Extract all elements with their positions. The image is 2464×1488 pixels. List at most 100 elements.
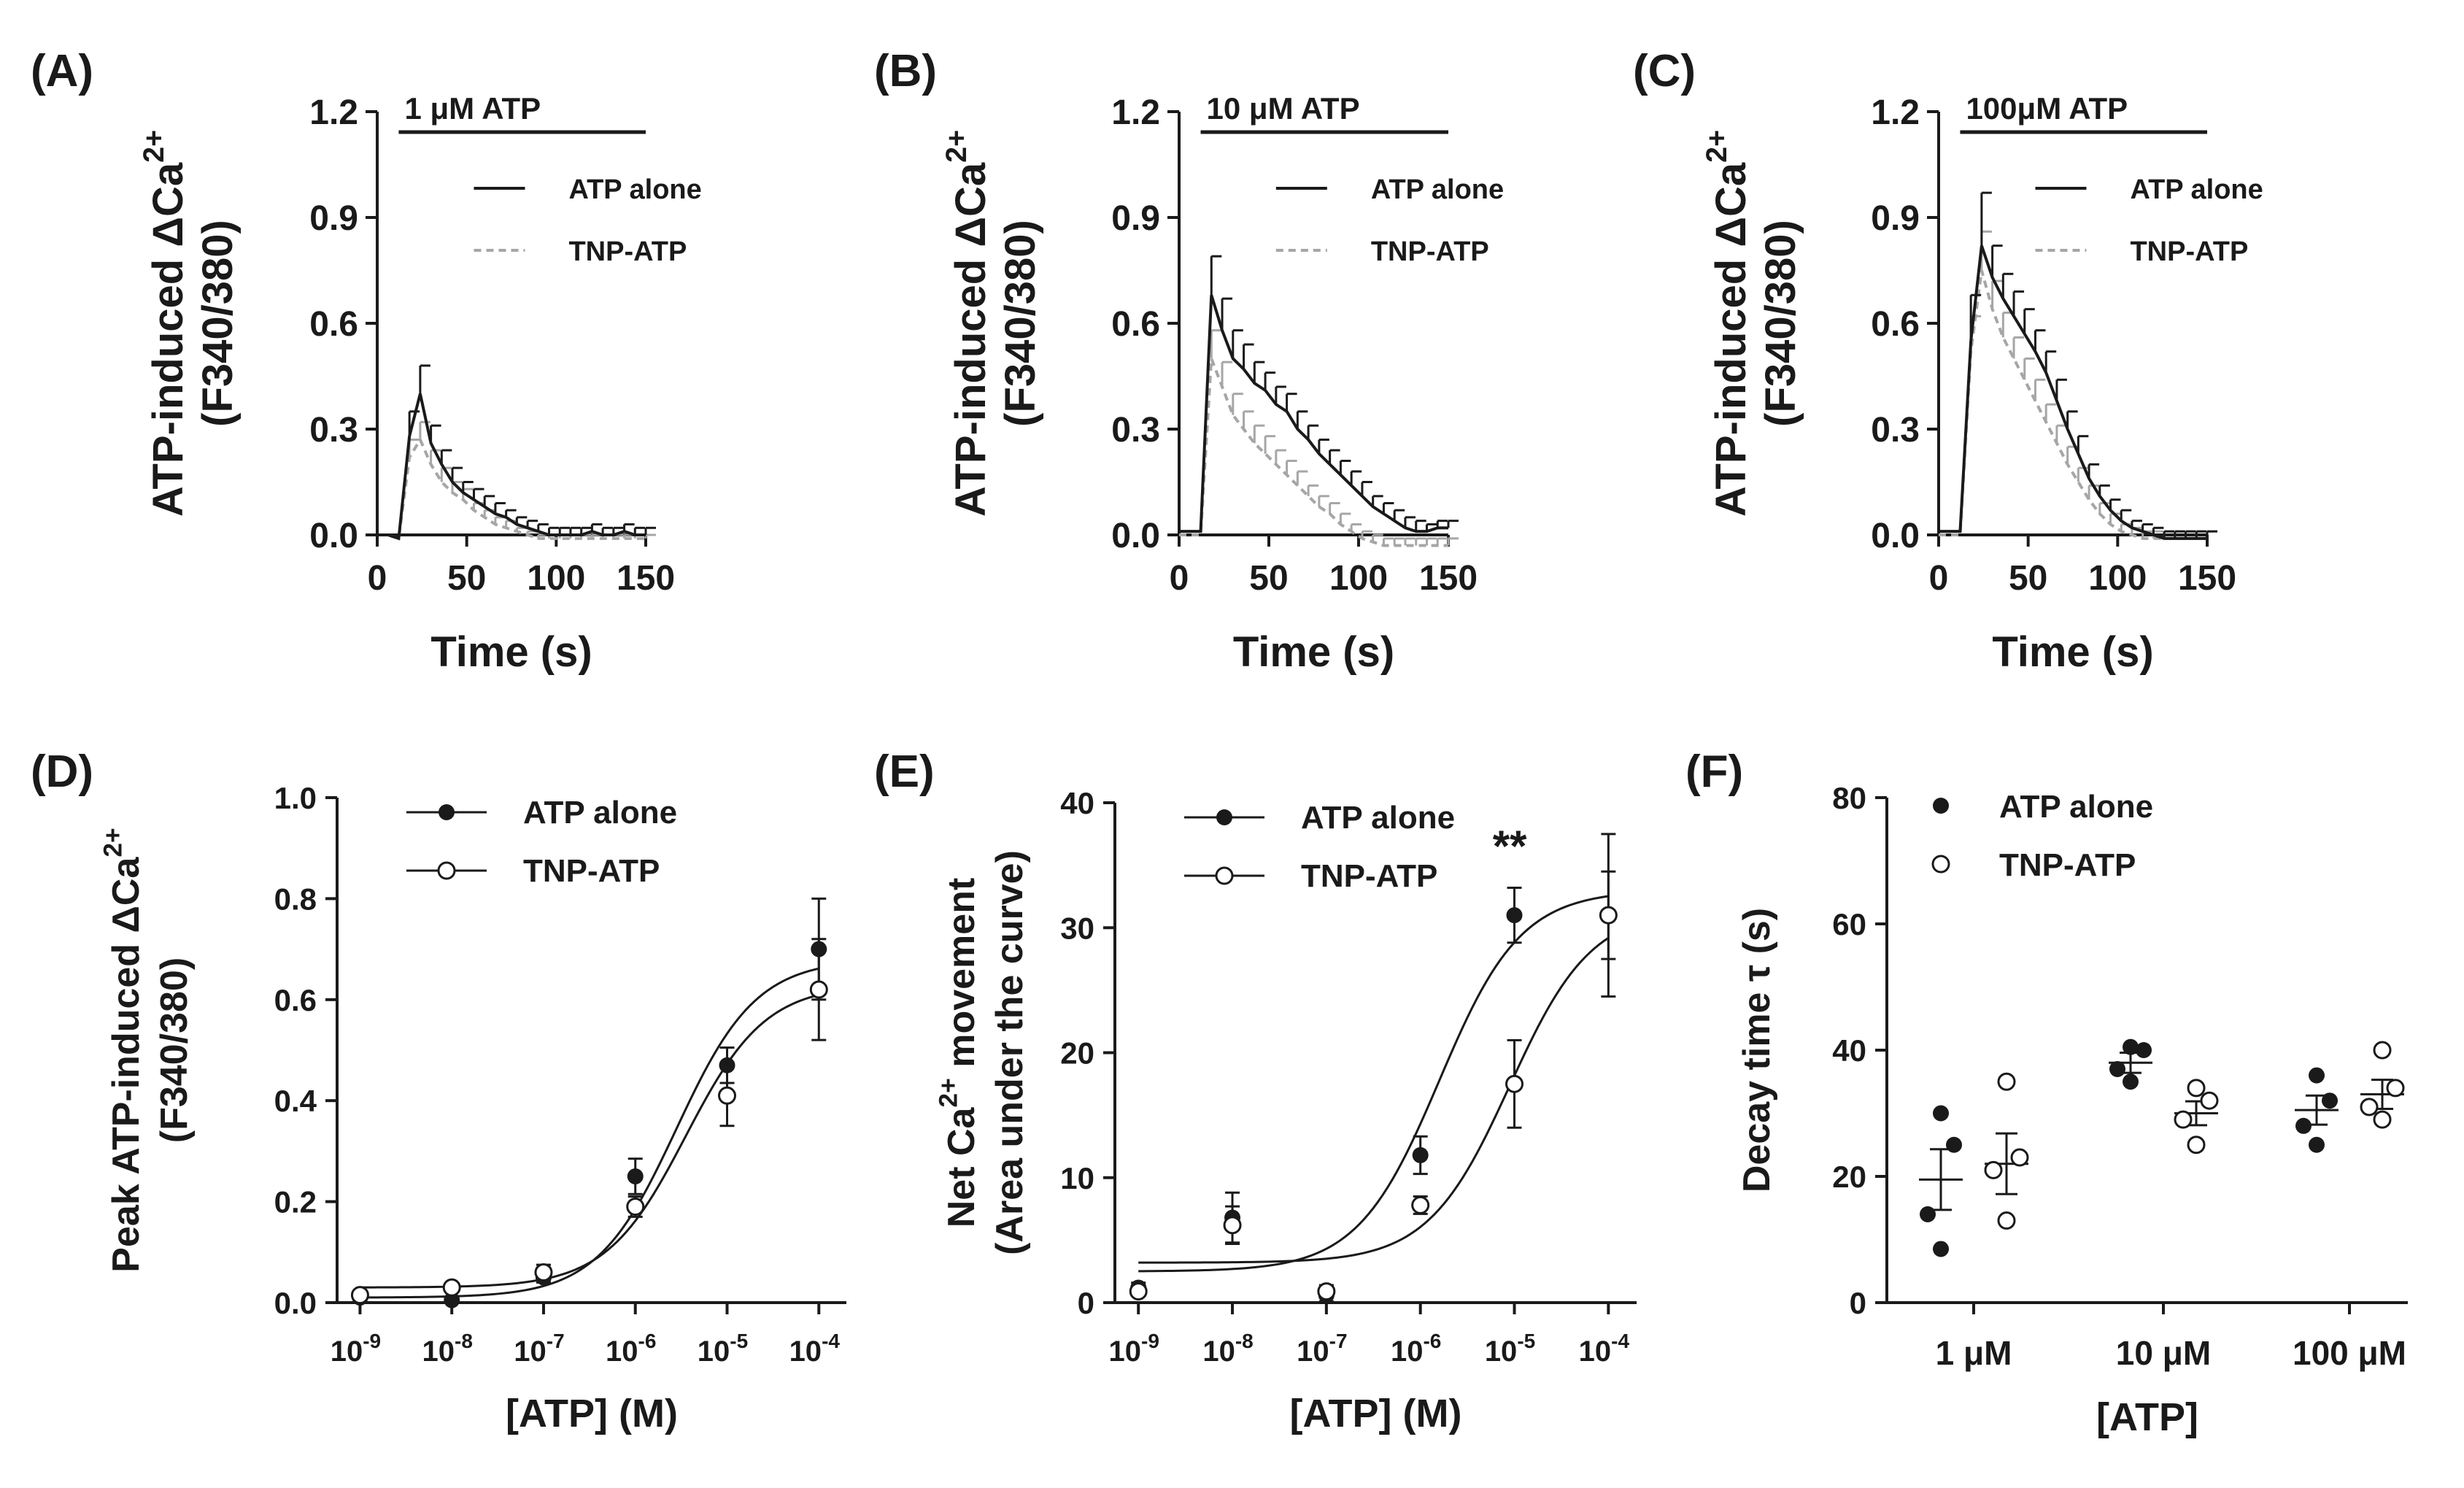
x-axis-label: [ATP] — [2096, 1395, 2198, 1439]
x-tick-exponent: -8 — [455, 1330, 473, 1352]
x-tick-base: 10 — [789, 1335, 822, 1368]
y-axis-label: Decay time τ (s) — [1736, 908, 1778, 1192]
x-tick-exponent: -7 — [1329, 1330, 1348, 1352]
data-point-tnp-atp — [1505, 1074, 1524, 1093]
y-tick-label: 40 — [1060, 786, 1094, 820]
y-axis-label: ATP-induced ΔCa2+ — [138, 130, 192, 517]
y-tick-label: 0.3 — [1111, 411, 1160, 450]
data-point-tnp-atp — [2187, 1136, 2206, 1154]
data-point-atp-alone — [2123, 1073, 2139, 1090]
y-tick-label: 0 — [1078, 1286, 1094, 1320]
x-tick-base: 10 — [698, 1335, 730, 1368]
legend-label-atp-alone: ATP alone — [568, 174, 701, 205]
y-axis-sublabel: (F340/380) — [194, 220, 242, 427]
panel-label: (E) — [874, 747, 935, 797]
y-tick-label: 0.4 — [274, 1084, 317, 1118]
x-tick-base: 10 — [422, 1335, 455, 1368]
y-axis-label-main: ATP-induced ΔCa — [1707, 162, 1755, 517]
data-point-tnp-atp — [350, 1286, 369, 1305]
y-axis-sublabel: (Area under the curve) — [989, 850, 1031, 1255]
fit-curve-atp-alone — [1138, 895, 1609, 1273]
legend-marker-atp-alone — [1216, 809, 1232, 825]
x-tick-label: 10-8 — [1202, 1330, 1253, 1368]
fit-curve-tnp-atp — [360, 993, 819, 1289]
fit-curve-atp-alone — [360, 967, 819, 1299]
x-tick-exponent: -9 — [363, 1330, 381, 1352]
trace-atp-alone — [1179, 294, 1448, 533]
y-tick-label: 30 — [1060, 911, 1094, 945]
y-tick-label: 1.2 — [309, 93, 358, 132]
legend-label-atp-alone: ATP alone — [523, 795, 677, 830]
significance-annotation: ** — [1493, 822, 1527, 871]
legend-label-tnp-atp: TNP-ATP — [1371, 236, 1489, 267]
y-tick-label: 0.6 — [1871, 305, 1920, 344]
y-axis-sublabel: (F340/380) — [153, 957, 196, 1143]
x-tick-label: 50 — [2009, 559, 2047, 598]
x-tick-label: 50 — [1249, 559, 1288, 598]
y-axis-label-superscript: 2+ — [935, 1078, 963, 1107]
stimulus-label: 10 μM ATP — [1207, 91, 1360, 126]
x-tick-label: 10-9 — [331, 1330, 381, 1368]
x-tick-base: 10 — [1109, 1335, 1142, 1368]
x-tick-label: 10-7 — [514, 1330, 564, 1368]
category-label: 1 μM — [1936, 1334, 2012, 1372]
y-axis-label-superscript: 2+ — [138, 130, 170, 163]
y-tick-label: 0.9 — [1871, 199, 1920, 238]
trace-tnp-atp — [1939, 269, 2207, 540]
data-point-tnp-atp — [1317, 1282, 1336, 1301]
x-tick-base: 10 — [1579, 1335, 1612, 1368]
data-point-atp-alone — [2322, 1092, 2338, 1109]
x-tick-label: 150 — [617, 559, 675, 598]
x-tick-label: 10-4 — [789, 1330, 841, 1368]
x-tick-exponent: -5 — [730, 1330, 748, 1352]
x-tick-label: 100 — [527, 559, 585, 598]
x-tick-base: 10 — [514, 1335, 547, 1368]
x-tick-label: 10-5 — [698, 1330, 748, 1368]
data-point-atp-alone — [2136, 1042, 2152, 1058]
data-point-atp-alone — [1933, 1105, 1949, 1122]
stimulus-label: 1 μM ATP — [404, 91, 541, 126]
x-tick-base: 10 — [1297, 1335, 1329, 1368]
data-point-tnp-atp — [1411, 1195, 1430, 1214]
y-tick-label: 60 — [1832, 907, 1866, 941]
y-tick-label: 40 — [1832, 1033, 1866, 1068]
y-tick-label: 1.0 — [274, 781, 317, 815]
x-tick-label: 0 — [368, 559, 387, 598]
data-point-atp-alone — [1412, 1146, 1429, 1163]
x-tick-label: 100 — [2088, 559, 2147, 598]
y-tick-label: 0 — [1850, 1286, 1866, 1320]
y-tick-label: 0.8 — [274, 882, 317, 916]
y-axis-label-main: ATP-induced ΔCa — [947, 162, 995, 517]
x-tick-base: 10 — [606, 1335, 638, 1368]
trace-tnp-atp — [1179, 358, 1448, 547]
x-tick-exponent: -5 — [1517, 1330, 1535, 1352]
x-tick-exponent: -6 — [638, 1330, 657, 1352]
legend-label-tnp-atp: TNP-ATP — [2130, 236, 2248, 267]
x-axis-label: [ATP] (M) — [1290, 1392, 1462, 1435]
x-axis-label: Time (s) — [1992, 628, 2153, 676]
legend-marker-tnp-atp — [1215, 866, 1234, 885]
fit-curve-tnp-atp — [1138, 936, 1610, 1264]
data-point-atp-alone — [1506, 907, 1523, 924]
legend-label-atp-alone: ATP alone — [1371, 174, 1504, 205]
data-point-atp-alone — [2309, 1136, 2325, 1153]
y-tick-label: 1.2 — [1111, 93, 1160, 132]
legend-marker-tnp-atp — [1931, 855, 1950, 874]
x-tick-base: 10 — [331, 1335, 363, 1368]
data-point-tnp-atp — [2010, 1148, 2029, 1167]
x-axis-label: [ATP] (M) — [506, 1392, 678, 1435]
legend-label-atp-alone: ATP alone — [2130, 174, 2263, 205]
x-tick-label: 10-8 — [422, 1330, 473, 1368]
legend-label-atp-alone: ATP alone — [1301, 800, 1455, 836]
x-tick-exponent: -7 — [547, 1330, 565, 1352]
data-point-tnp-atp — [442, 1278, 461, 1297]
y-axis-label-main: Peak ATP-induced ΔCa — [105, 857, 147, 1273]
data-point-tnp-atp — [1997, 1211, 2016, 1230]
y-tick-label: 0.6 — [309, 305, 358, 344]
x-tick-label: 10-5 — [1485, 1330, 1535, 1368]
data-point-tnp-atp — [2360, 1098, 2379, 1117]
legend-label-tnp-atp: TNP-ATP — [523, 853, 660, 889]
trace-atp-alone — [377, 393, 646, 541]
data-point-tnp-atp — [2386, 1079, 2405, 1098]
